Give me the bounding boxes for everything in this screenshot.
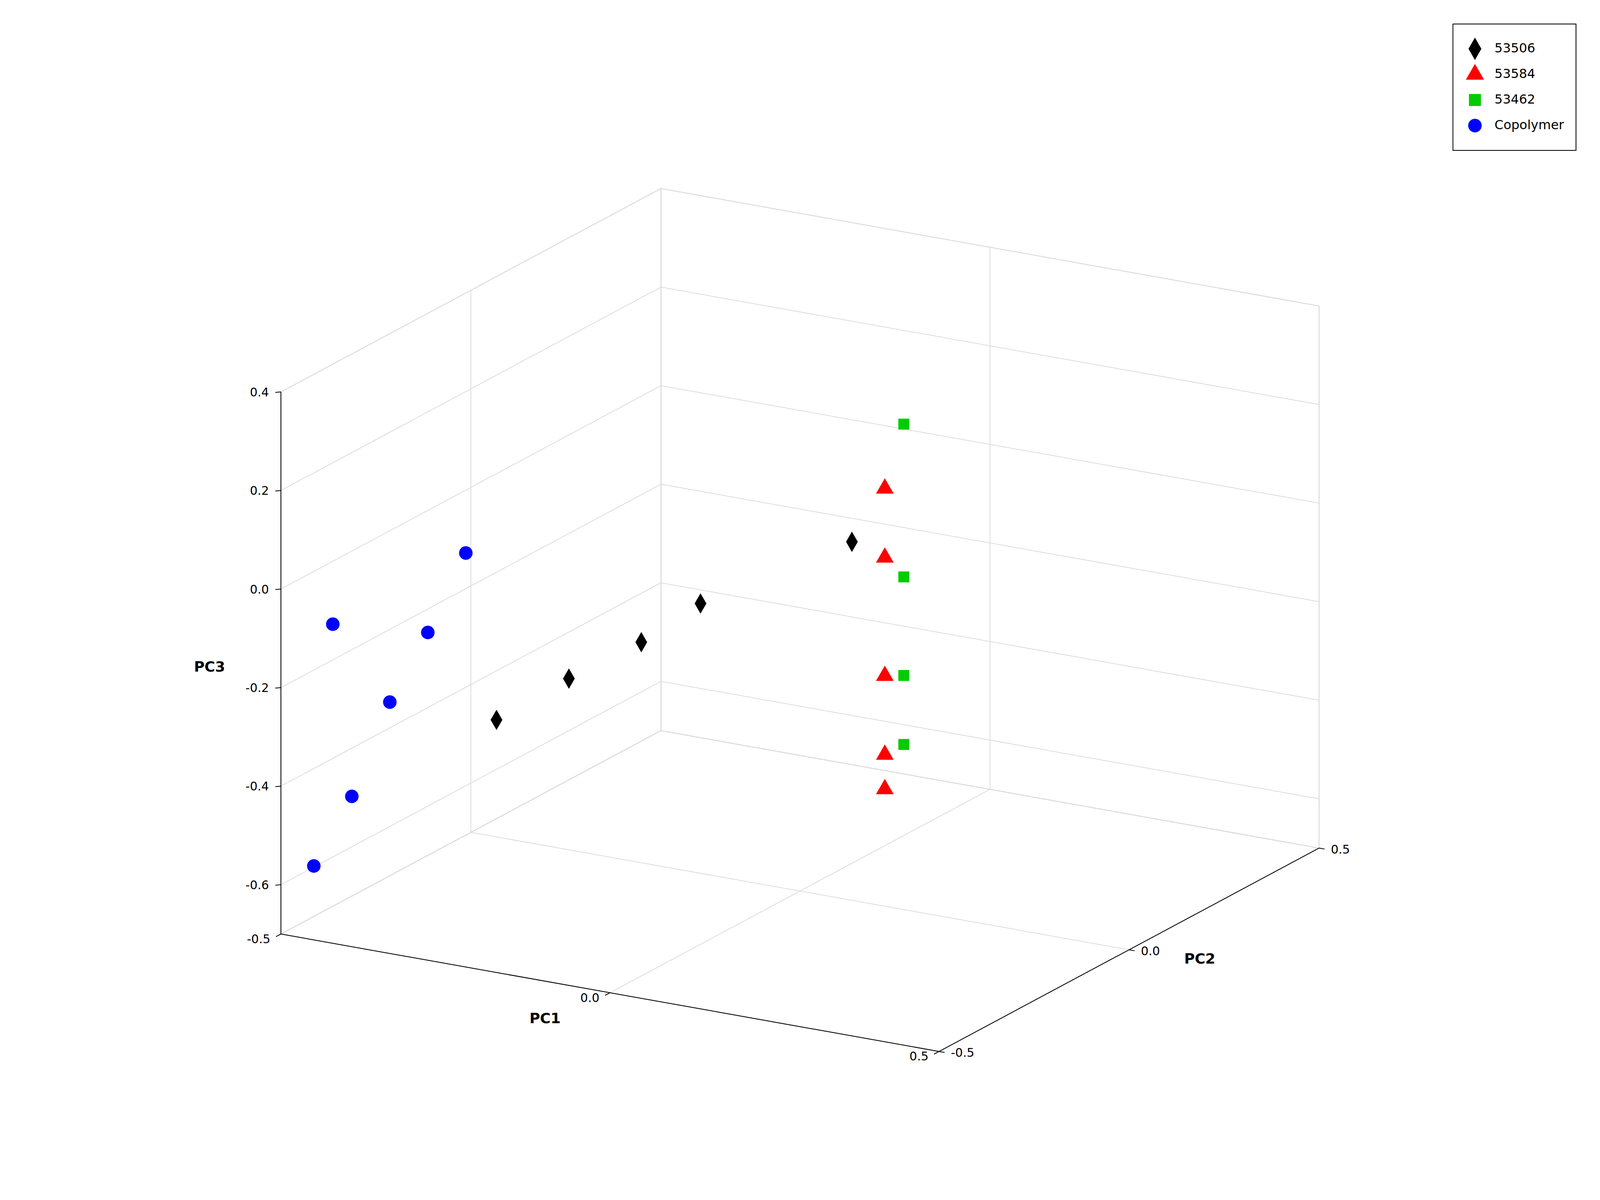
grid-line: [989, 247, 991, 790]
axis-title: PC2: [1184, 950, 1216, 967]
point: [635, 632, 648, 653]
grid-line: [660, 730, 1319, 849]
point: [876, 547, 894, 563]
point: [876, 665, 894, 681]
point: [846, 531, 858, 552]
x-axis: -0.5 0.0 0.5 PC1: [246, 932, 939, 1064]
background: [0, 0, 1600, 1200]
tick-label: 0.0: [1140, 944, 1160, 958]
point: [490, 709, 503, 730]
legend-label: Copolymer: [1494, 117, 1565, 133]
tick: [939, 1051, 945, 1053]
tick-label: 0.0: [580, 990, 600, 1005]
z-axis: -0.6 -0.4 -0.2 0.0 0.2 0.4 PC3: [194, 385, 281, 934]
series: [898, 418, 910, 750]
grid-line: [660, 385, 1319, 504]
grid-line: [280, 188, 661, 392]
pane: [660, 188, 1319, 848]
point: [694, 593, 707, 614]
tick: [1129, 949, 1135, 951]
legend-label: 53506: [1494, 40, 1536, 56]
point: [421, 625, 435, 640]
tick-label: -0.5: [950, 1045, 975, 1060]
point: [898, 670, 910, 681]
grid-line: [280, 484, 661, 688]
tick-label: 0.0: [250, 582, 270, 597]
grid-line: [939, 848, 1320, 1052]
grid-line: [660, 188, 1319, 306]
point: [345, 789, 359, 804]
tick-label: 0.2: [250, 483, 270, 498]
axis-line: [939, 848, 1320, 1052]
y-axis: -0.5 0.0 0.5 PC2: [939, 842, 1350, 1060]
series: [490, 531, 858, 730]
tick: [605, 992, 610, 996]
tick: [275, 490, 281, 491]
grid-line: [470, 832, 1129, 950]
grid-line: [280, 934, 939, 1052]
grid-line: [660, 681, 1319, 799]
tick: [1319, 848, 1325, 849]
series: [307, 546, 473, 873]
grid-line: [1318, 306, 1320, 848]
point: [876, 778, 894, 794]
tick: [275, 786, 281, 787]
grid-line: [660, 188, 662, 731]
tick: [275, 392, 281, 393]
tick: [275, 884, 281, 886]
legend-label: 53462: [1494, 91, 1536, 107]
tick-label: 0.5: [909, 1049, 929, 1064]
grid-line: [280, 385, 661, 589]
tick-label: -0.6: [245, 878, 270, 892]
point: [898, 738, 910, 750]
legend-label: 53584: [1494, 66, 1536, 82]
grid: [280, 188, 1319, 1052]
axis-line: [280, 392, 282, 934]
legend-symbol: [1468, 94, 1481, 106]
grid-line: [660, 484, 1319, 602]
legend-symbol: [1466, 64, 1485, 80]
pane: [280, 730, 1319, 1052]
legend: 53506 53584 53462 Copolymer: [1452, 24, 1576, 151]
grid-line: [660, 287, 1319, 405]
tick-label: 0.5: [1330, 842, 1350, 857]
tick: [934, 1051, 939, 1055]
point: [307, 859, 321, 873]
legend-frame: [1452, 24, 1576, 151]
legend-symbol: [1468, 37, 1482, 60]
grid-line: [280, 681, 661, 885]
axes: -0.5 0.0 0.5 PC1 -0.5 0.0 0.5 PC2 -0.6 -0.4 -0.2 0.…: [194, 385, 1350, 1064]
axis-line: [280, 934, 939, 1052]
points: [307, 418, 910, 873]
tick-label: -0.5: [246, 932, 271, 946]
point: [876, 744, 894, 760]
tick-label: -0.2: [245, 680, 270, 695]
grid-line: [660, 188, 662, 731]
point: [563, 668, 575, 689]
point: [898, 418, 910, 430]
tick: [275, 589, 281, 590]
tick: [275, 687, 281, 688]
grid-line: [280, 392, 282, 934]
tick-label: -0.4: [245, 779, 270, 794]
axis-title: PC1: [529, 1010, 561, 1027]
point: [876, 478, 894, 494]
panes: [280, 188, 1319, 1052]
point: [326, 617, 340, 632]
grid-line: [280, 287, 661, 491]
point: [383, 695, 397, 709]
grid-line: [660, 582, 1319, 701]
grid-line: [280, 582, 661, 786]
point: [898, 571, 910, 583]
tick: [276, 934, 281, 937]
pane: [280, 188, 661, 934]
series: [876, 478, 894, 795]
axis-title: PC3: [194, 658, 226, 675]
tick-label: 0.4: [250, 385, 270, 400]
chart: -0.5 0.0 0.5 PC1 -0.5 0.0 0.5 PC2 -0.6 -0.4 -0.2 0.…: [0, 0, 1600, 1200]
legend-symbol: [1468, 118, 1482, 133]
point: [459, 546, 473, 560]
grid-line: [470, 290, 472, 833]
